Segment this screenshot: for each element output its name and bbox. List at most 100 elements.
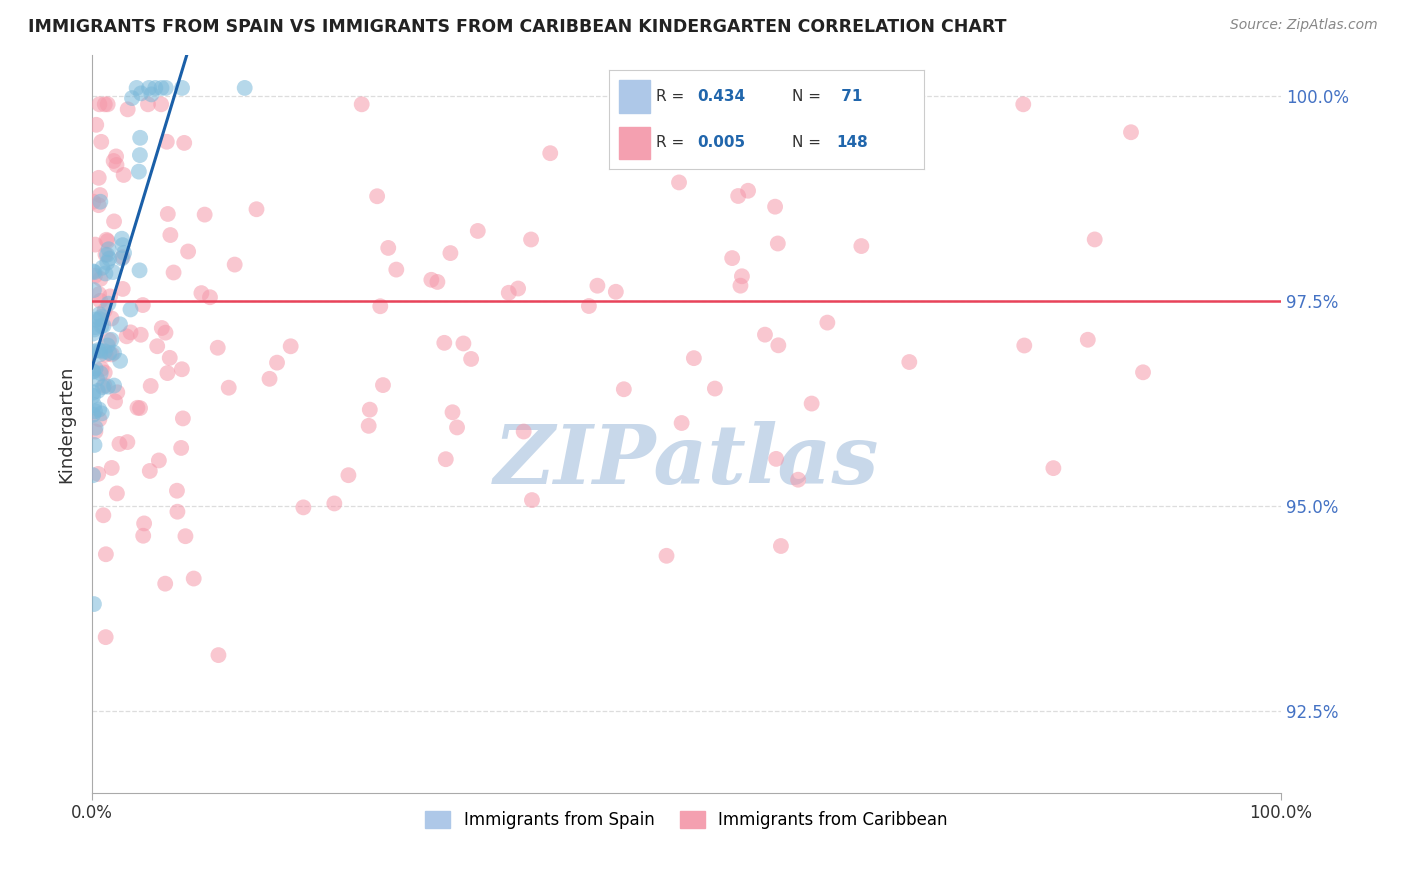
Point — [683, 351, 706, 366]
Point — [125, 81, 148, 95]
Point — [156, 366, 179, 380]
Point — [173, 136, 195, 150]
Point — [84, 425, 107, 439]
Point — [498, 285, 520, 300]
Point — [520, 232, 543, 246]
Point — [97, 379, 120, 393]
Point — [132, 298, 155, 312]
Point — [97, 242, 120, 256]
Point — [87, 287, 110, 301]
Point — [82, 364, 104, 378]
Point — [84, 118, 107, 132]
Point — [218, 381, 240, 395]
Point — [727, 189, 749, 203]
Point — [91, 260, 114, 275]
Point — [453, 336, 475, 351]
Point — [730, 278, 752, 293]
Point — [851, 239, 873, 253]
Point — [359, 402, 381, 417]
Point — [82, 194, 104, 209]
Point — [434, 452, 457, 467]
Point — [120, 302, 142, 317]
Point — [166, 483, 188, 498]
Point — [121, 91, 143, 105]
Point — [103, 378, 125, 392]
Point — [166, 505, 188, 519]
Point — [538, 146, 561, 161]
Point — [108, 354, 131, 368]
Point — [104, 394, 127, 409]
Point — [83, 398, 105, 412]
Point — [224, 258, 246, 272]
Point — [139, 379, 162, 393]
Point — [150, 321, 173, 335]
Text: IMMIGRANTS FROM SPAIN VS IMMIGRANTS FROM CARIBBEAN KINDERGARTEN CORRELATION CHAR: IMMIGRANTS FROM SPAIN VS IMMIGRANTS FROM… — [28, 18, 1007, 36]
Point — [94, 344, 117, 359]
Point — [117, 103, 139, 117]
Point — [94, 97, 117, 112]
Point — [103, 153, 125, 168]
Point — [87, 198, 110, 212]
Point — [89, 343, 111, 358]
Point — [105, 158, 128, 172]
Point — [190, 286, 212, 301]
Point — [245, 202, 267, 217]
Point — [769, 539, 792, 553]
Point — [89, 188, 111, 202]
Point — [111, 252, 134, 266]
Point — [93, 366, 115, 380]
Point — [89, 194, 111, 209]
Point — [82, 344, 104, 359]
Point — [83, 597, 105, 611]
Point — [177, 244, 200, 259]
Point — [129, 131, 152, 145]
Point — [128, 263, 150, 277]
Point — [98, 252, 121, 266]
Point — [323, 496, 346, 510]
Point — [159, 227, 181, 242]
Point — [94, 267, 117, 281]
Point — [668, 176, 690, 190]
Point — [105, 149, 128, 163]
Point — [90, 319, 112, 334]
Point — [460, 351, 482, 366]
Point — [83, 265, 105, 279]
Point — [754, 327, 776, 342]
Point — [90, 367, 112, 381]
Point — [105, 486, 128, 500]
Point — [84, 421, 107, 435]
Point — [815, 316, 838, 330]
Point — [103, 345, 125, 359]
Point — [350, 97, 373, 112]
Point — [90, 310, 112, 324]
Point — [111, 238, 134, 252]
Point — [108, 437, 131, 451]
Point — [87, 467, 110, 481]
Point — [721, 251, 744, 265]
Point — [377, 241, 399, 255]
Point — [115, 329, 138, 343]
Point — [84, 361, 107, 376]
Point — [172, 411, 194, 425]
Point — [82, 408, 104, 422]
Point — [198, 290, 221, 304]
Point — [89, 307, 111, 321]
Point — [91, 508, 114, 523]
Point — [93, 318, 115, 333]
Point — [120, 326, 142, 340]
Point — [420, 273, 443, 287]
Point — [768, 338, 790, 352]
Point — [98, 346, 121, 360]
Point — [139, 464, 162, 478]
Point — [94, 547, 117, 561]
Point — [90, 362, 112, 376]
Point — [1132, 365, 1154, 379]
Point — [446, 420, 468, 434]
Point — [1014, 338, 1036, 352]
Legend: Immigrants from Spain, Immigrants from Caribbean: Immigrants from Spain, Immigrants from C… — [419, 805, 955, 836]
Point — [800, 396, 823, 410]
Y-axis label: Kindergarten: Kindergarten — [58, 365, 75, 483]
Point — [138, 81, 160, 95]
Point — [170, 362, 193, 376]
Point — [148, 453, 170, 467]
